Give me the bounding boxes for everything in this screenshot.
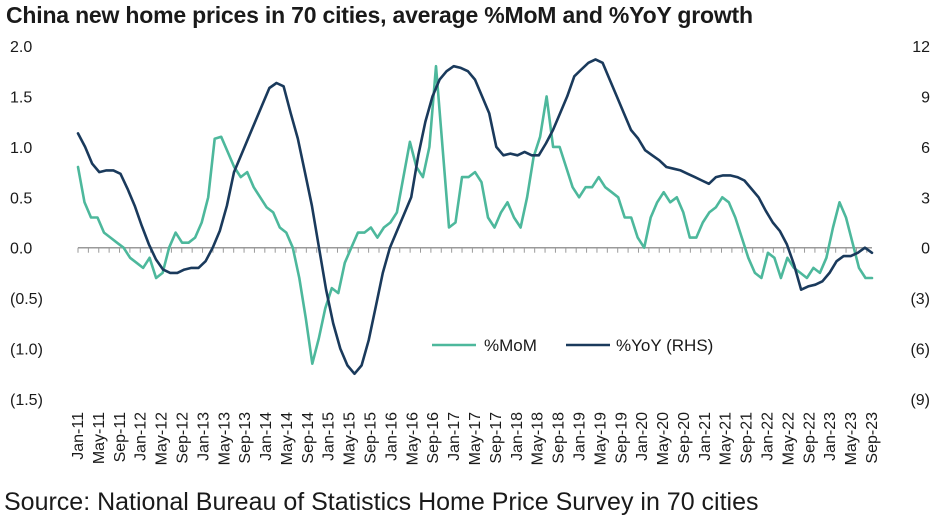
x-tick-label: Sep-22 [801,412,818,464]
x-tick-label: Sep-20 [676,412,693,464]
x-axis-ticks: Jan-11 May-11 Sep-11 Jan-12 May-12 Sep-12 Jan-… [70,247,881,465]
x-tick-label: May-13 [216,412,233,465]
legend-label: %YoY (RHS) [616,336,713,355]
x-tick-label: May-22 [780,412,797,465]
x-tick-label: Sep-21 [739,412,756,464]
x-tick-label: Jan-13 [195,412,212,461]
x-tick-label: Jan-17 [446,412,463,461]
x-tick-label: Jan-18 [509,412,526,461]
right-tick-label: (3) [910,291,930,308]
left-tick-label: 0.5 [10,190,32,207]
x-tick-label: May-19 [592,412,609,465]
right-axis-ticks: 12 9 6 3 0 (3) (6) (9) [910,39,930,409]
x-tick-label: Jan-15 [321,412,338,461]
left-tick-label: 1.5 [10,89,32,106]
right-tick-label: (9) [910,392,930,409]
x-tick-label: Sep-19 [613,412,630,464]
x-tick-label: May-23 [843,412,860,465]
x-tick-label: Jan-14 [258,412,275,461]
series-line [76,64,874,366]
series-line [76,58,874,376]
x-tick-label: Sep-18 [551,412,568,464]
right-tick-label: 12 [912,39,930,56]
x-tick-label: Sep-17 [488,412,505,464]
x-tick-label: Sep-11 [112,412,129,463]
x-tick-label: May-12 [154,412,171,465]
left-tick-label: (1.5) [10,392,43,409]
x-tick-label: May-15 [342,412,359,465]
left-tick-label: (0.5) [10,291,43,308]
x-tick-label: Jan-21 [697,412,714,461]
right-tick-label: (6) [910,342,930,359]
left-tick-label: 0.0 [10,241,32,258]
x-tick-label: May-16 [404,412,421,465]
x-tick-label: May-11 [91,412,108,464]
x-tick-label: Jan-23 [822,412,839,461]
x-tick-label: Jan-19 [571,412,588,461]
left-axis-ticks: 2.0 1.5 1.0 0.5 0.0 (0.5) (1.0) (1.5) [10,39,43,409]
x-tick-label: May-17 [467,412,484,465]
x-tick-label: Sep-12 [174,412,191,464]
left-tick-label: 2.0 [10,39,32,56]
x-tick-label: Jan-22 [760,412,777,461]
legend: %MoM %YoY (RHS) [432,336,713,355]
left-tick-label: 1.0 [10,140,32,157]
right-tick-label: 3 [921,190,930,207]
left-tick-label: (1.0) [10,342,43,359]
x-tick-label: Sep-13 [237,412,254,464]
x-tick-label: Sep-23 [864,412,881,464]
chart-title: China new home prices in 70 cities, aver… [6,2,753,28]
x-tick-label: May-20 [655,412,672,465]
source-note: Source: National Bureau of Statistics Ho… [4,488,759,516]
x-tick-label: Sep-16 [425,412,442,464]
x-tick-label: Sep-15 [363,412,380,464]
x-tick-label: Sep-14 [300,412,317,464]
x-tick-label: Jan-20 [634,412,651,461]
x-tick-label: Jan-16 [383,412,400,461]
x-tick-label: May-14 [279,412,296,465]
x-tick-label: May-18 [530,412,547,465]
right-tick-label: 0 [921,241,930,258]
x-tick-label: Jan-11 [70,412,87,460]
right-tick-label: 9 [921,89,930,106]
legend-label: %MoM [484,336,537,355]
x-tick-label: May-21 [718,412,735,465]
x-tick-label: Jan-12 [133,412,150,461]
right-tick-label: 6 [921,140,930,157]
series-group [76,58,874,376]
